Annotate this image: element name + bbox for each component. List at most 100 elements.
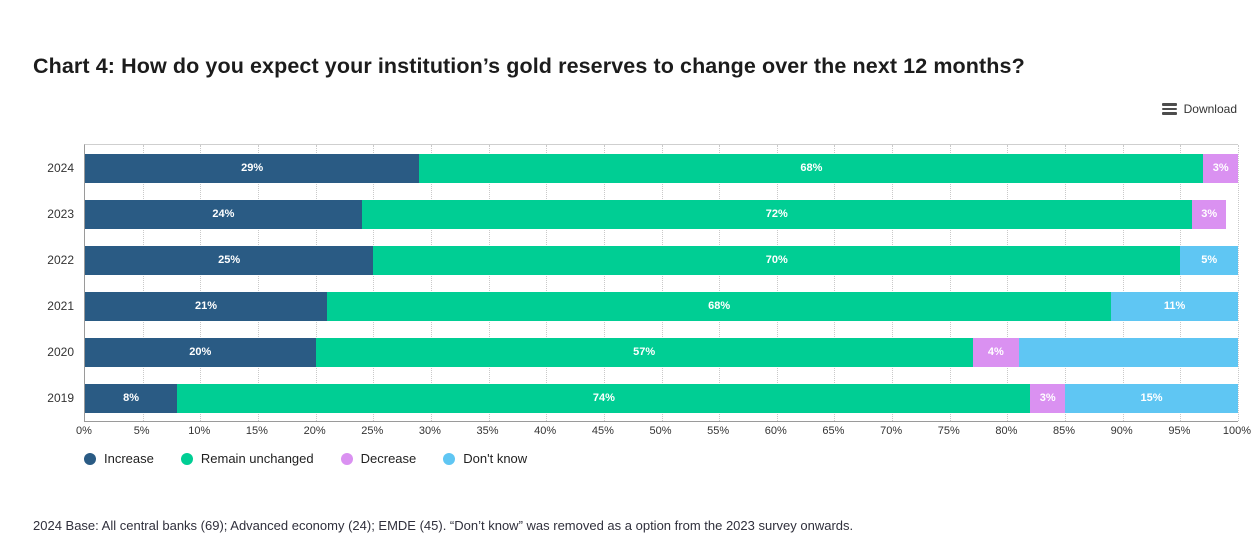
x-tick-label: 15% — [245, 425, 268, 437]
bar-row-2023: 2023 24% 72% 3% — [47, 191, 1238, 237]
bar-value-label: 3% — [1039, 392, 1056, 404]
x-tick-label: 95% — [1168, 425, 1191, 437]
bar-value-label: 24% — [212, 208, 235, 220]
gridline — [1238, 145, 1239, 421]
bar-row-2021: 2021 21% 68% 11% — [47, 283, 1238, 329]
category-label: 2021 — [47, 299, 74, 313]
gridline — [1007, 145, 1009, 421]
gridline — [1180, 145, 1182, 421]
footnote: 2024 Base: All central banks (69); Advan… — [33, 518, 854, 533]
legend-label: Increase — [104, 451, 154, 466]
bar-segment-increase[interactable]: 8% — [85, 383, 178, 413]
bar-segment-remain-unchanged[interactable]: 68% — [419, 153, 1204, 183]
bar-segment-increase[interactable]: 20% — [85, 337, 316, 367]
gridline — [834, 145, 836, 421]
legend-dot-icon — [443, 452, 456, 465]
legend-dot-icon — [180, 452, 193, 465]
legend-item-remain-unchanged[interactable]: Remain unchanged — [180, 451, 314, 466]
gridline — [546, 145, 548, 421]
bar-segment-remain-unchanged[interactable]: 57% — [315, 337, 973, 367]
x-tick-label: 25% — [361, 425, 384, 437]
bar-value-label: 70% — [765, 254, 788, 266]
bar-segment-increase[interactable]: 21% — [85, 291, 328, 321]
x-tick-label: 20% — [303, 425, 326, 437]
bar-segment-decrease[interactable]: 3% — [1030, 383, 1066, 413]
bar-segment-increase[interactable]: 24% — [85, 199, 362, 229]
stacked-bar: 29% 68% 3% — [85, 153, 1238, 183]
bar-segment-remain-unchanged[interactable]: 68% — [327, 291, 1112, 321]
gridline — [430, 145, 432, 421]
bar-value-label: 29% — [241, 162, 264, 174]
gridline — [603, 145, 605, 421]
x-tick-label: 70% — [880, 425, 903, 437]
bar-row-2022: 2022 25% 70% 5% — [47, 237, 1238, 283]
bar-value-label: 68% — [800, 162, 823, 174]
bar-row-2020: 2020 20% 57% 4% — [47, 329, 1238, 375]
category-label: 2019 — [47, 391, 74, 405]
x-tick-label: 30% — [418, 425, 441, 437]
x-tick-label: 100% — [1222, 425, 1252, 437]
bar-segment-decrease[interactable]: 4% — [972, 337, 1019, 367]
gridline — [488, 145, 490, 421]
x-tick-label: 5% — [133, 425, 150, 437]
download-button[interactable]: Download — [1161, 100, 1237, 118]
bar-value-label: 11% — [1163, 300, 1186, 312]
legend-item-decrease[interactable]: Decrease — [340, 451, 416, 466]
bar-value-label: 25% — [218, 254, 241, 266]
bar-row-2019: 2019 8% 74% 3% 15% — [47, 375, 1238, 421]
hamburger-menu-icon — [1161, 103, 1177, 115]
x-tick-label: 80% — [995, 425, 1018, 437]
gridline — [1122, 145, 1124, 421]
gridline — [892, 145, 894, 421]
gridline — [142, 145, 144, 421]
bar-segment-remain-unchanged[interactable]: 70% — [373, 245, 1181, 275]
bar-segment-decrease[interactable]: 3% — [1203, 153, 1238, 183]
x-tick-label: 35% — [476, 425, 499, 437]
category-label: 2024 — [47, 161, 74, 175]
bar-segment-remain-unchanged[interactable]: 72% — [361, 199, 1192, 229]
stacked-bar: 20% 57% 4% — [85, 337, 1238, 367]
stacked-bar: 8% 74% 3% 15% — [85, 383, 1238, 413]
bar-segment-increase[interactable]: 29% — [85, 153, 420, 183]
legend-item-don-t-know[interactable]: Don't know — [443, 451, 527, 466]
bar-row-2024: 2024 29% 68% 3% — [47, 145, 1238, 191]
bar-segment-don-t-know[interactable]: 5% — [1180, 245, 1238, 275]
gridline — [373, 145, 375, 421]
bar-segment-don-t-know[interactable]: 11% — [1111, 291, 1238, 321]
bar-value-label: 21% — [195, 300, 218, 312]
stacked-bar: 24% 72% 3% — [85, 199, 1238, 229]
x-tick-label: 75% — [937, 425, 960, 437]
bar-segment-increase[interactable]: 25% — [85, 245, 374, 275]
category-label: 2022 — [47, 253, 74, 267]
x-tick-label: 40% — [534, 425, 557, 437]
gridline — [1065, 145, 1067, 421]
x-tick-label: 85% — [1053, 425, 1076, 437]
stacked-bar: 21% 68% 11% — [85, 291, 1238, 321]
bar-segment-decrease[interactable]: 3% — [1191, 199, 1227, 229]
category-label: 2023 — [47, 207, 74, 221]
x-axis: 0% 5% 10% 15% 20% 25% 30% 35% 40% 45% 50% 55% 60% 65%… — [76, 421, 1251, 437]
page-title: Chart 4: How do you expect your institut… — [33, 54, 1025, 79]
x-tick-label: 10% — [188, 425, 211, 437]
legend-item-increase[interactable]: Increase — [84, 451, 154, 466]
bar-segment-don-t-know[interactable]: 15% — [1065, 383, 1238, 413]
legend: Increase Remain unchanged Decrease Don't kn… — [84, 451, 527, 466]
category-label: 2020 — [47, 345, 74, 359]
bar-value-label: 5% — [1201, 254, 1218, 266]
bar-value-label: 3% — [1201, 208, 1218, 220]
x-tick-label: 90% — [1110, 425, 1133, 437]
gridline — [200, 145, 202, 421]
gridline — [719, 145, 721, 421]
x-tick-label: 65% — [822, 425, 845, 437]
plot-area: 2024 29% 68% 3% 2023 24% 72% 3% 2022 25% 70% 5% 2021… — [47, 144, 1239, 422]
gridline — [315, 145, 317, 421]
bar-segment-don-t-know[interactable] — [1018, 337, 1238, 367]
x-tick-label: 45% — [591, 425, 614, 437]
x-tick-label: 55% — [707, 425, 730, 437]
gridline — [661, 145, 663, 421]
bar-value-label: 8% — [123, 392, 140, 404]
bar-segment-remain-unchanged[interactable]: 74% — [177, 383, 1031, 413]
x-tick-label: 50% — [649, 425, 672, 437]
gridline — [776, 145, 778, 421]
stacked-bar: 25% 70% 5% — [85, 245, 1238, 275]
